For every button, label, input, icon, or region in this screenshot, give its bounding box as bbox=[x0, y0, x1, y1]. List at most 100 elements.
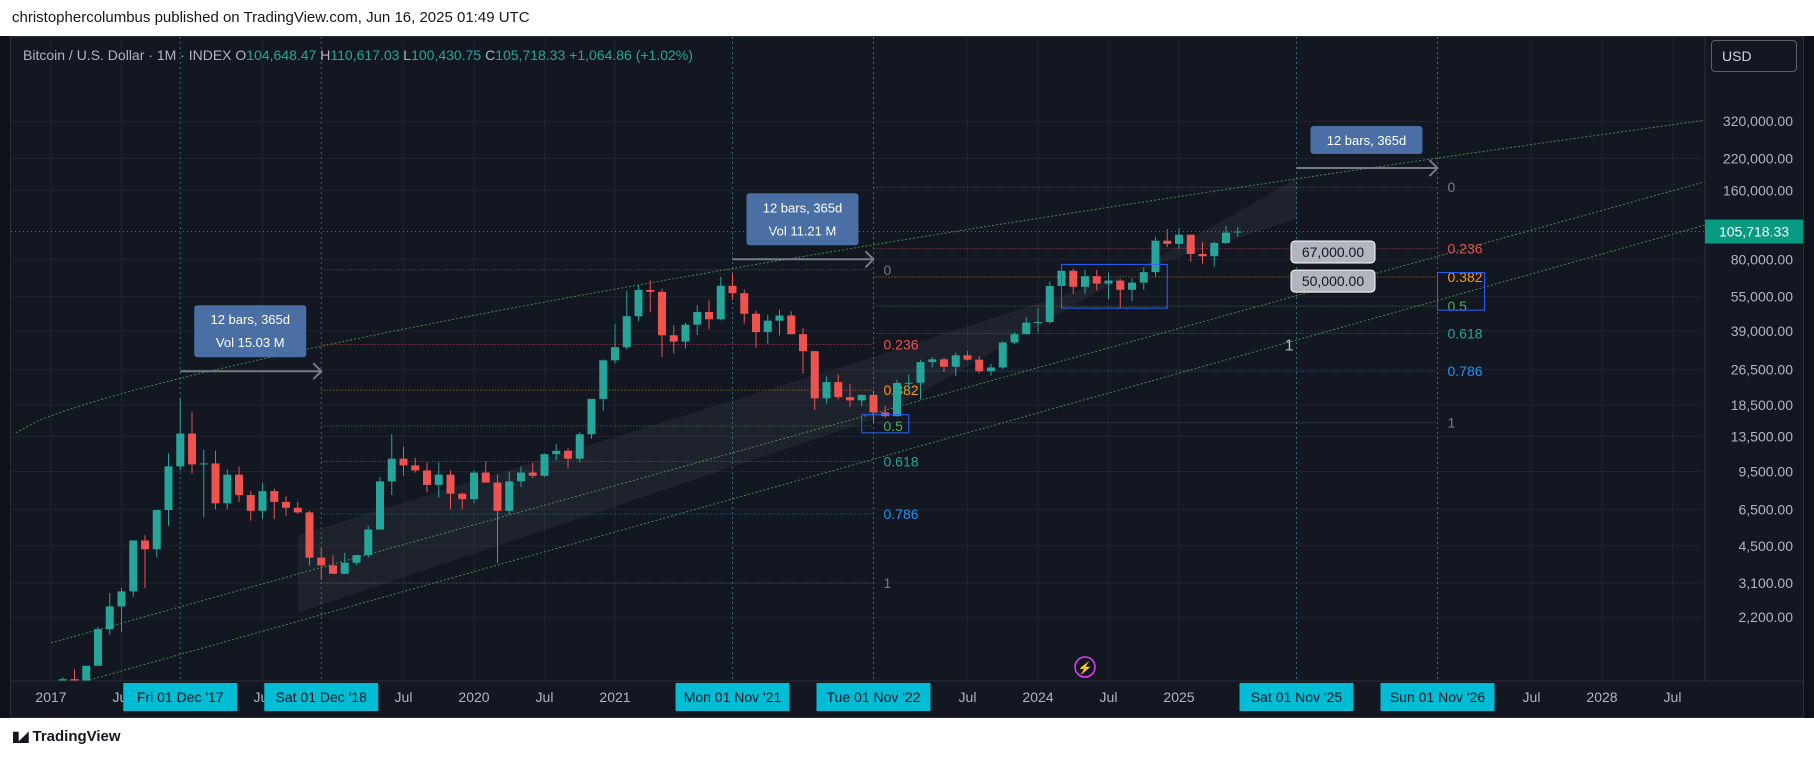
candle-body bbox=[481, 472, 490, 483]
candle bbox=[1128, 278, 1136, 302]
fib-level-label: 0 bbox=[1448, 179, 1456, 195]
candle-body bbox=[1045, 285, 1054, 323]
candle bbox=[869, 390, 878, 423]
candles bbox=[47, 225, 1242, 707]
date-badge: Fri 01 Dec '17 bbox=[123, 683, 238, 711]
fib-level-label: 0.5 bbox=[1448, 298, 1468, 314]
price-tick-label: 80,000.00 bbox=[1731, 251, 1793, 267]
high-label: H bbox=[320, 47, 331, 63]
candle bbox=[763, 314, 772, 344]
candle-body bbox=[599, 360, 608, 399]
price-axis: 320,000.00 220,000.00 160,000.00 80,000.00 5… bbox=[1704, 37, 1803, 717]
tradingview-logo[interactable]: ▮◢ TradingView bbox=[12, 728, 121, 745]
candle bbox=[752, 310, 760, 348]
candle bbox=[622, 290, 631, 350]
candle bbox=[105, 593, 114, 635]
lightning-icon-glyph: ⚡ bbox=[1078, 661, 1093, 675]
time-tick-label: 2024 bbox=[1022, 689, 1053, 705]
date-badge-box bbox=[675, 683, 790, 711]
chart-canvas[interactable]: 00.2360.3820.50.6180.786100.2360.3820.50… bbox=[11, 37, 1803, 717]
candle-body bbox=[611, 347, 619, 361]
candle bbox=[787, 311, 796, 335]
candle bbox=[235, 466, 243, 502]
candle-body bbox=[740, 293, 749, 314]
measure-volume-label: Vol 11.21 M bbox=[769, 223, 837, 238]
candle-body bbox=[411, 465, 420, 471]
candle-body bbox=[869, 394, 878, 413]
candle bbox=[775, 309, 784, 336]
measure-arrow-head bbox=[864, 250, 875, 268]
fib-level-label: 0.382 bbox=[884, 382, 919, 398]
candle-body bbox=[282, 501, 290, 508]
low-value: 100,430.75 bbox=[411, 47, 482, 63]
candle bbox=[246, 491, 255, 521]
trend-band-1 bbox=[297, 356, 874, 613]
candle bbox=[211, 450, 220, 510]
candle-body bbox=[305, 512, 314, 558]
candle bbox=[963, 351, 972, 361]
time-tick-label: Jul bbox=[1664, 689, 1682, 705]
candle bbox=[411, 457, 420, 473]
candle bbox=[434, 462, 443, 498]
candle bbox=[528, 462, 537, 478]
candle bbox=[799, 328, 807, 374]
candle-body bbox=[810, 351, 819, 399]
candle bbox=[940, 357, 948, 372]
trend-band-2 bbox=[873, 178, 1297, 420]
lightning-icon: ⚡ bbox=[1074, 656, 1096, 678]
time-tick-label: 2028 bbox=[1586, 689, 1617, 705]
candle-body bbox=[199, 463, 208, 465]
candle-body bbox=[470, 472, 478, 500]
date-badge-box bbox=[1380, 683, 1495, 711]
price-tick-label: 4,500.00 bbox=[1739, 538, 1794, 554]
open-value: 104,648.47 bbox=[246, 47, 317, 63]
time-tick-label: Jul bbox=[959, 689, 977, 705]
channel-lower-line bbox=[50, 220, 1720, 692]
candle-body bbox=[787, 315, 796, 335]
candle-body bbox=[1104, 280, 1113, 284]
candle bbox=[517, 466, 525, 488]
zone-box-target bbox=[1437, 272, 1485, 311]
price-tick-label: 9,500.00 bbox=[1739, 463, 1794, 479]
candle-body bbox=[904, 382, 913, 384]
candle bbox=[1210, 241, 1219, 267]
chart-frame[interactable]: 0 0.236 0.382 0.5 0.618 0.786 1 0 0.236 0.382 0.5 0… bbox=[10, 36, 1804, 718]
fib-level-label: 1 bbox=[884, 575, 892, 591]
candle bbox=[352, 555, 361, 566]
tradingview-brand: TradingView bbox=[32, 728, 121, 745]
candle bbox=[1233, 227, 1242, 237]
candle-body bbox=[622, 316, 631, 348]
candle-body bbox=[94, 629, 102, 666]
candle-body bbox=[1175, 234, 1183, 244]
time-tick-label: 2021 bbox=[599, 689, 630, 705]
candle-body bbox=[105, 606, 114, 630]
candle-body bbox=[857, 394, 866, 401]
candle-body bbox=[1069, 270, 1078, 287]
candle bbox=[305, 510, 314, 566]
candle-body bbox=[141, 540, 149, 550]
candle-body bbox=[916, 362, 925, 383]
candle-body bbox=[681, 324, 690, 342]
fib-level-label: 1 bbox=[1448, 415, 1456, 431]
candle bbox=[141, 535, 149, 588]
currency-button[interactable]: USD bbox=[1711, 40, 1797, 72]
candle bbox=[893, 379, 901, 417]
fib-level-label: 0.618 bbox=[884, 454, 919, 470]
price-tick-label: 6,500.00 bbox=[1739, 501, 1794, 517]
fib-level-label: 0 bbox=[884, 262, 892, 278]
measure-tool-3: 12 bars, 365d bbox=[1296, 126, 1439, 177]
candle bbox=[329, 555, 337, 574]
symbol-legend: Bitcoin / U.S. Dollar · 1M · INDEX O104,… bbox=[23, 47, 693, 63]
candle-body bbox=[364, 529, 373, 556]
candle bbox=[199, 449, 208, 518]
candle-body bbox=[129, 540, 138, 592]
candle-body bbox=[270, 491, 279, 502]
measure-bars-label: 12 bars, 365d bbox=[210, 312, 290, 327]
candle-body bbox=[975, 359, 984, 372]
candle bbox=[164, 453, 173, 526]
candle-body bbox=[799, 334, 807, 352]
chart-annotation: 1 bbox=[1285, 338, 1294, 355]
channel-upper-line bbox=[15, 119, 1708, 434]
candle bbox=[399, 446, 408, 476]
candle bbox=[188, 412, 196, 474]
